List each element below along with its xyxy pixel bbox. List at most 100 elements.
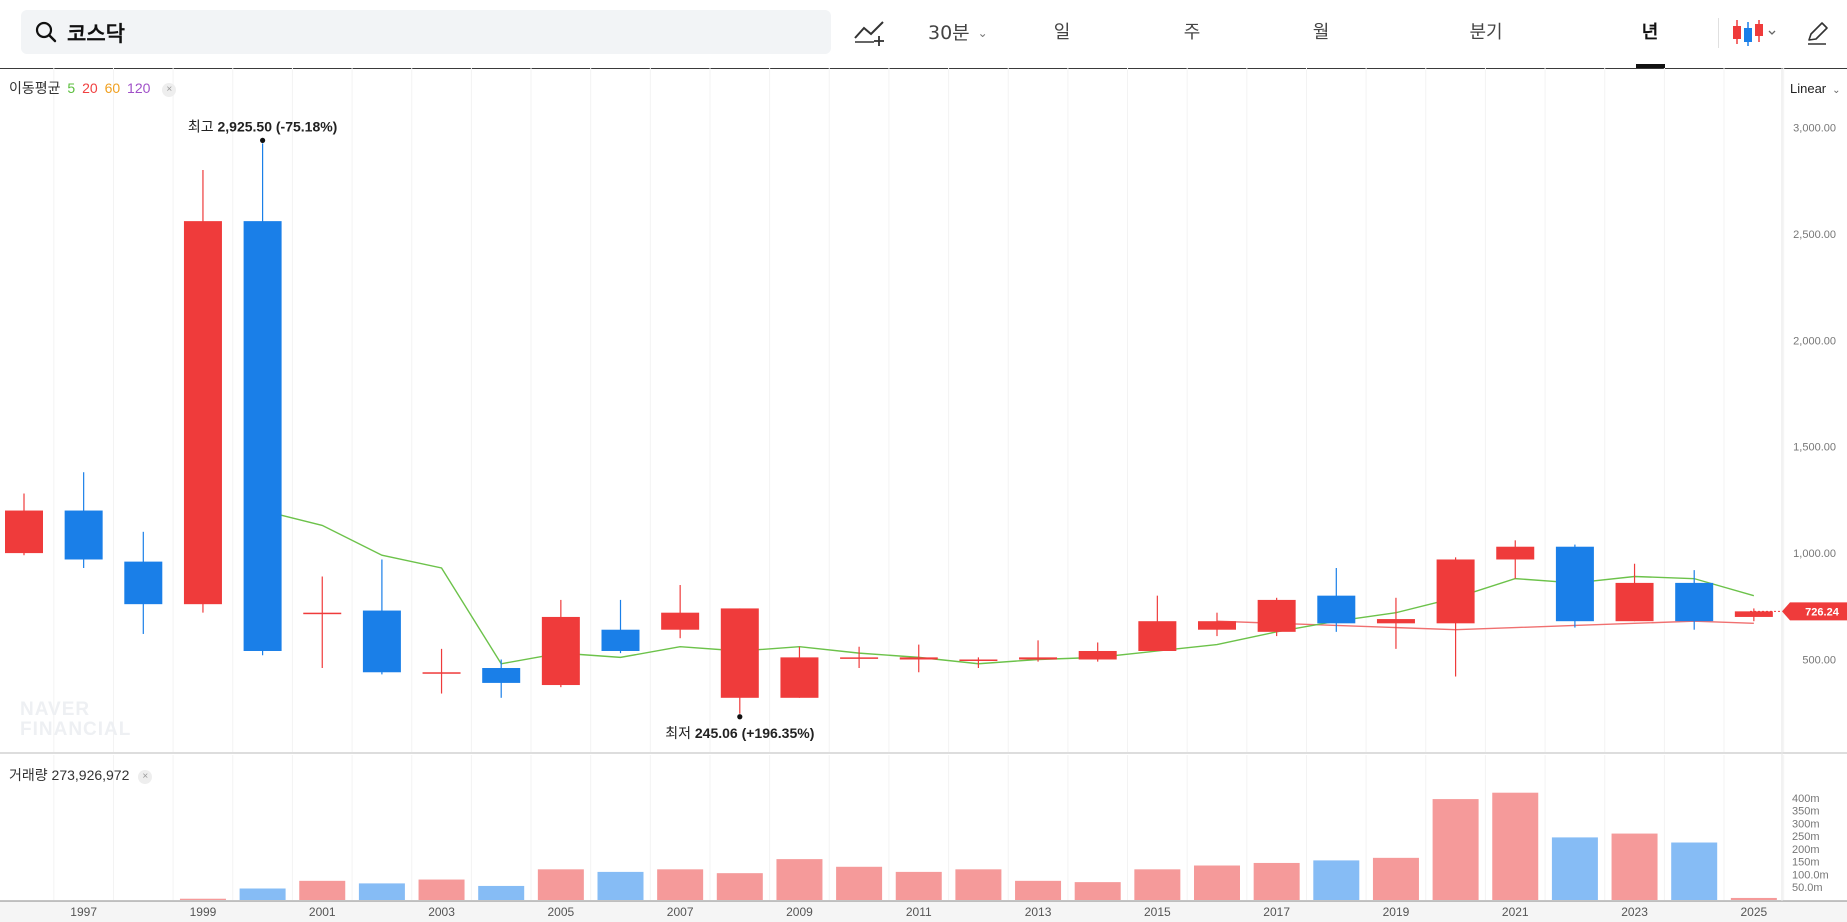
volume-bar (1551, 837, 1598, 900)
tab-day[interactable]: 일 (1053, 22, 1071, 43)
candle-body (64, 510, 103, 560)
x-axis-year-label: 2025 (1740, 905, 1767, 919)
candle-body (1734, 611, 1773, 617)
candle-body (1198, 621, 1236, 630)
candle-body (780, 657, 819, 698)
scale-label: Linear (1790, 81, 1827, 96)
search-icon[interactable] (35, 21, 57, 43)
volume-bar (1253, 862, 1300, 900)
ma-legend-period-20[interactable]: 20 (82, 80, 98, 96)
volume-bar (1611, 833, 1658, 900)
scale-select[interactable]: Linear ⌄ (1790, 81, 1841, 96)
tab-year[interactable]: 년 (1641, 22, 1659, 43)
volume-bar (716, 873, 763, 900)
moving-average-legend: 이동평균 5 20 60 120 × (9, 78, 179, 98)
volume-bar (1194, 865, 1240, 900)
ma20-line (1216, 620, 1754, 631)
volume-bar (1015, 880, 1062, 900)
tab-month[interactable]: 월 (1312, 22, 1330, 43)
candle-body (362, 610, 401, 673)
volume-bar (776, 859, 823, 900)
candle-body (1019, 657, 1058, 660)
watermark-logo: NAVER FINANCIAL (20, 700, 131, 740)
x-axis-year-label: 2023 (1621, 905, 1648, 919)
interval-select[interactable]: 30분 ⌄ (928, 18, 988, 46)
search-box[interactable] (21, 10, 831, 54)
x-axis-year-label: 1997 (70, 905, 97, 919)
current-price-tag (1782, 602, 1847, 621)
low-annotation: 최저 245.06 (+196.35%) (665, 725, 814, 741)
x-axis-year-label: 2017 (1263, 905, 1290, 919)
candle-body (1675, 582, 1714, 622)
ma-legend-period-60[interactable]: 60 (104, 80, 121, 96)
volume-bar (955, 869, 1002, 900)
candle-body (720, 608, 759, 698)
y-axis-tick-label: 2,000.00 (1793, 335, 1836, 347)
current-price-label: 726.24 (1805, 606, 1840, 618)
volume-axis-tick-label: 50.0m (1792, 882, 1823, 894)
volume-axis-tick-label: 400m (1792, 793, 1820, 805)
volume-axis-tick-label: 150m (1792, 857, 1820, 869)
candle-body (1496, 546, 1535, 560)
chart-annotations: 최고 2,925.50 (-75.18%) 최저 245.06 (+196.35%… (188, 118, 1847, 741)
x-axis-year-label: 2007 (667, 905, 694, 919)
candle-body (541, 616, 580, 686)
active-tab-indicator (1636, 64, 1665, 68)
volume-axis-tick-label: 250m (1792, 831, 1820, 843)
y-axis-tick-label: 500.00 (1802, 655, 1836, 667)
volume-bar (1313, 860, 1360, 900)
x-axis-band (0, 901, 1847, 922)
high-marker (260, 137, 266, 143)
toolbar-divider (1718, 18, 1719, 48)
volume-bar (239, 888, 286, 900)
candle-body (1555, 546, 1594, 622)
volume-bar (836, 866, 883, 900)
x-axis-year-label: 1999 (190, 905, 217, 919)
candle-body (601, 629, 640, 651)
y-axis-tick-label: 1,000.00 (1793, 548, 1836, 560)
indicator-add-icon[interactable] (852, 16, 886, 48)
candle-body (661, 612, 700, 630)
x-axis-year-label: 2013 (1025, 905, 1052, 919)
volume-bar (1432, 799, 1479, 900)
volume-bar (537, 869, 584, 900)
volume-bar (1074, 882, 1121, 900)
x-axis-year-label: 2015 (1144, 905, 1171, 919)
watermark-line1: NAVER (20, 699, 91, 720)
x-axis-year-label: 2019 (1383, 905, 1410, 919)
tab-week[interactable]: 주 (1183, 22, 1201, 43)
volume-bar (1730, 897, 1777, 900)
volume-bar (1372, 857, 1419, 900)
candle-body (959, 659, 998, 661)
candlestick-icon[interactable] (1730, 18, 1780, 48)
volume-legend-label: 거래량 273,926,972 (9, 767, 130, 783)
search-input[interactable] (65, 16, 809, 50)
volume-bar (299, 880, 346, 900)
chart-grid (53, 68, 1785, 900)
x-axis-year-label: 2005 (547, 905, 574, 919)
chart-axes: 3,000.00 2,500.00 2,000.00 1,500.00 1,000.00… (0, 68, 1847, 922)
x-axis-year-label: 2001 (309, 905, 336, 919)
candle-body (1138, 621, 1177, 651)
candle-body (5, 510, 43, 554)
candle-body (1615, 582, 1654, 622)
volume-legend-close-icon[interactable]: × (138, 770, 153, 784)
volume-axis-tick-label: 100.0m (1792, 869, 1829, 881)
ma-legend-close-icon[interactable]: × (162, 83, 177, 97)
interval-label: 30분 (928, 22, 970, 44)
tab-quarter[interactable]: 분기 (1469, 22, 1503, 43)
pencil-icon[interactable] (1804, 20, 1830, 46)
volume-axis-tick-label: 300m (1792, 818, 1820, 830)
volume-bar (358, 883, 405, 900)
volume-axis-tick-label: 200m (1792, 844, 1820, 856)
candle-body (243, 221, 282, 651)
candle-body (840, 657, 879, 659)
x-axis-year-label: 2003 (428, 905, 455, 919)
y-axis-tick-label: 2,500.00 (1793, 229, 1836, 241)
ma5-line (262, 509, 1755, 665)
candle-body (124, 561, 163, 605)
ma-legend-period-5[interactable]: 5 (67, 80, 76, 96)
volume-bar (179, 898, 226, 900)
ma-legend-period-120[interactable]: 120 (127, 80, 151, 96)
